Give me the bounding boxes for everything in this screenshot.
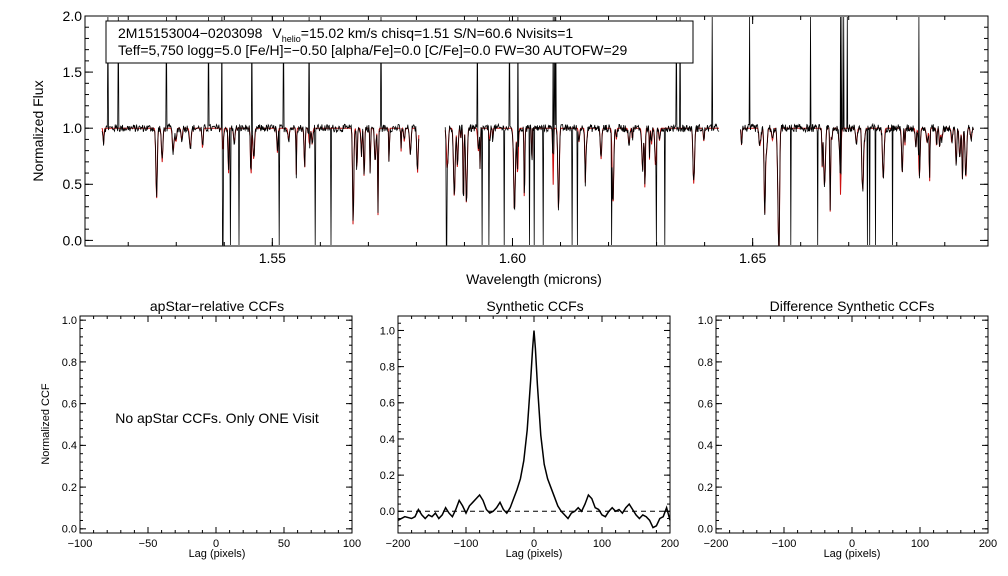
- spectrum-legend-box: [105, 20, 694, 64]
- y-tick-label: 0.8: [62, 357, 77, 369]
- x-tick-label: −50: [139, 538, 158, 550]
- difference-ccf-xlabel: Lag (pixels): [824, 548, 881, 560]
- apstar-ccf-panel: apStar−relative CCFs −100 −50 0 50 100 0.0 0.2…: [40, 298, 361, 560]
- y-tick-label: 0.2: [380, 470, 395, 482]
- model-spectrum-segment-3: [740, 127, 974, 246]
- synthetic-ccf-line: [397, 330, 671, 529]
- y-tick-label: 0.8: [698, 357, 713, 369]
- x-tick-label: 100: [593, 538, 611, 550]
- y-tick-label: 1.0: [63, 120, 83, 136]
- y-tick-label: 1.5: [63, 64, 83, 80]
- y-tick-label: 0.6: [62, 398, 77, 410]
- difference-ccf-panel: Difference Synthetic CCFs −200 −100 0 100 20…: [698, 298, 997, 560]
- x-tick-label: 0: [531, 538, 537, 550]
- x-tick-label: −100: [772, 538, 797, 550]
- x-tick-label: −200: [704, 538, 729, 550]
- apstar-ccf-xlabel: Lag (pixels): [189, 548, 246, 560]
- spectrum-panel: 1.55 1.60 1.65 0.0 0.5 1.0 1.5 2.0 2M15153004−0…: [30, 8, 989, 287]
- x-tick-label: 100: [911, 538, 929, 550]
- legend-line2: Teff=5,750 logg=5.0 [Fe/H]=−0.50 [alpha/…: [118, 42, 627, 58]
- x-tick-label: 1.55: [259, 250, 286, 266]
- observed-spectrum-segment-2: [444, 16, 720, 246]
- x-tick-label: −100: [454, 538, 479, 550]
- spectrum-frame: [84, 15, 989, 247]
- no-ccf-annotation: No apStar CCFs. Only ONE Visit: [115, 410, 319, 426]
- y-tick-label: 0.8: [380, 361, 395, 373]
- observed-spectrum-segment-1: [101, 16, 420, 246]
- spectrum-ylabel: Normalized Flux: [30, 80, 46, 181]
- synthetic-ccf-title: Synthetic CCFs: [486, 298, 583, 314]
- x-tick-label: −100: [68, 538, 93, 550]
- y-tick-label: 0.4: [62, 440, 77, 452]
- y-tick-label: 0.2: [698, 482, 713, 494]
- y-tick-label: 0.0: [63, 232, 83, 248]
- x-tick-label: −200: [386, 538, 411, 550]
- observed-spectrum-segment-3: [740, 16, 974, 246]
- y-tick-label: 1.0: [380, 325, 395, 337]
- x-tick-label: 1.65: [739, 250, 766, 266]
- apstar-ccf-title: apStar−relative CCFs: [150, 298, 284, 314]
- x-tick-label: 0: [213, 538, 219, 550]
- y-tick-label: 1.0: [62, 315, 77, 327]
- x-tick-label: 200: [979, 538, 997, 550]
- synthetic-ccf-xlabel: Lag (pixels): [506, 548, 563, 560]
- x-tick-label: 1.60: [499, 250, 526, 266]
- y-tick-label: 0.0: [380, 506, 395, 518]
- legend-line1: 2M15153004−0203098 Vhelio=15.02 km/s chis…: [118, 25, 573, 44]
- x-tick-label: 50: [278, 538, 290, 550]
- x-tick-label: 100: [343, 538, 361, 550]
- y-tick-label: 0.6: [698, 398, 713, 410]
- synthetic-ccf-frame: [397, 315, 671, 534]
- synthetic-ccf-panel: Synthetic CCFs −200 −100 0 100 200 0.0 0.2 0.4 0…: [380, 298, 679, 560]
- y-tick-label: 0.4: [380, 434, 395, 446]
- x-tick-label: 0: [849, 538, 855, 550]
- y-tick-label: 0.4: [698, 440, 713, 452]
- difference-ccf-frame: [715, 315, 989, 534]
- difference-ccf-title: Difference Synthetic CCFs: [770, 298, 935, 314]
- apstar-ccf-ylabel: Normalized CCF: [40, 383, 52, 465]
- y-tick-label: 0.0: [62, 524, 77, 536]
- model-spectrum-segment-1: [101, 127, 420, 225]
- spectrum-lines: [101, 16, 974, 246]
- y-tick-label: 1.0: [698, 315, 713, 327]
- y-tick-label: 0.2: [62, 482, 77, 494]
- y-tick-label: 0.6: [380, 398, 395, 410]
- spectrum-xlabel: Wavelength (microns): [466, 271, 602, 287]
- y-tick-label: 0.5: [63, 176, 83, 192]
- y-tick-label: 2.0: [63, 8, 83, 24]
- x-tick-label: 200: [661, 538, 679, 550]
- model-spectrum-segment-2: [444, 127, 719, 209]
- y-tick-label: 0.0: [698, 524, 713, 536]
